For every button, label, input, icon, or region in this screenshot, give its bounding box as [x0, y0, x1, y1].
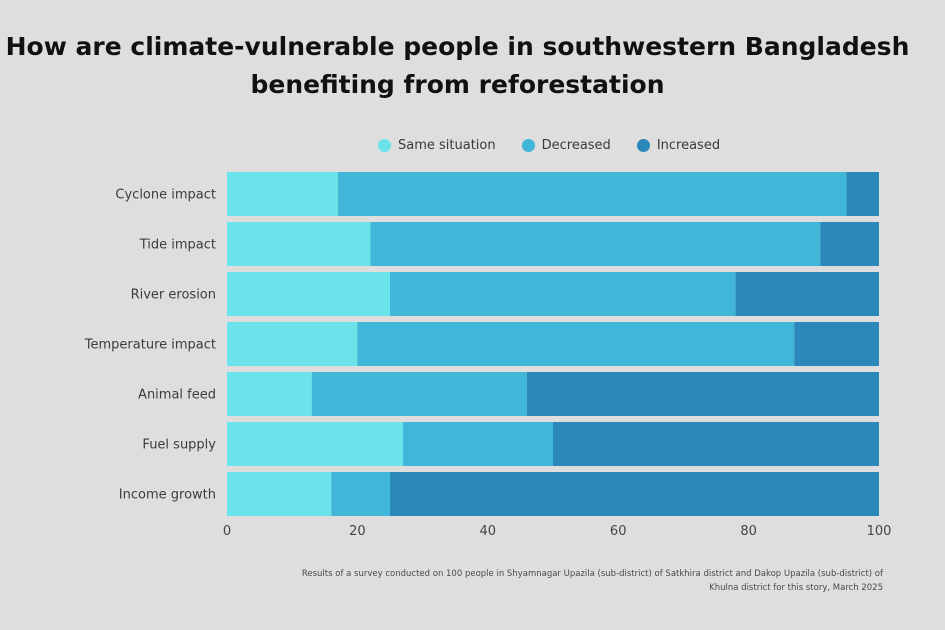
bar-group-tide-impact	[227, 222, 879, 266]
bar-cyclone-impact-increased	[846, 172, 879, 216]
bar-group-cyclone-impact	[227, 172, 879, 216]
bar-fuel-supply-decreased	[403, 422, 553, 466]
legend-item-same-situation: Same situation	[378, 138, 496, 153]
category-label-cyclone-impact: Cyclone impact	[115, 188, 216, 203]
chart-title-line-2: benefiting from reforestation	[250, 70, 665, 99]
category-label-animal-feed: Animal feed	[138, 388, 216, 403]
bar-group-temperature-impact	[227, 322, 879, 366]
x-tick-label-0: 0	[223, 524, 231, 539]
x-tick-label-100: 100	[867, 524, 892, 539]
x-tick-label-80: 80	[740, 524, 757, 539]
x-tick-label-40: 40	[480, 524, 497, 539]
bar-income-growth-increased	[390, 472, 879, 516]
bar-fuel-supply-increased	[553, 422, 879, 466]
legend-item-decreased: Decreased	[521, 138, 611, 153]
chart-title-line-1: How are climate-vulnerable people in sou…	[5, 32, 910, 61]
x-tick-label-20: 20	[349, 524, 366, 539]
legend-swatch-increased	[636, 139, 650, 152]
chart-title: How are climate-vulnerable people in sou…	[0, 28, 915, 104]
category-label-river-erosion: River erosion	[131, 288, 216, 303]
category-label-fuel-supply: Fuel supply	[142, 438, 216, 453]
category-label-temperature-impact: Temperature impact	[84, 338, 216, 353]
legend-swatch-same-situation	[378, 139, 391, 152]
category-label-income-growth: Income growth	[119, 488, 216, 503]
bar-river-erosion-increased	[735, 272, 879, 316]
bar-tide-impact-same-situation	[227, 222, 371, 266]
legend: Same situation Decreased Increased	[378, 138, 746, 153]
bar-income-growth-same-situation	[227, 472, 332, 516]
bar-cyclone-impact-decreased	[337, 172, 847, 216]
bar-animal-feed-same-situation	[227, 372, 312, 416]
bar-animal-feed-increased	[526, 372, 879, 416]
bar-river-erosion-decreased	[390, 272, 736, 316]
bar-temperature-impact-increased	[794, 322, 879, 366]
footnote: Results of a survey conducted on 100 peo…	[301, 569, 883, 593]
bar-income-growth-decreased	[331, 472, 390, 516]
x-tick-label-60: 60	[610, 524, 627, 539]
legend-label-same-situation: Same situation	[398, 138, 496, 153]
bar-fuel-supply-same-situation	[227, 422, 404, 466]
legend-label-decreased: Decreased	[541, 138, 611, 153]
legend-swatch-decreased	[521, 139, 535, 152]
legend-item-increased: Increased	[636, 138, 721, 153]
bar-group-income-growth	[227, 472, 879, 516]
category-label-tide-impact: Tide impact	[139, 238, 216, 253]
bar-cyclone-impact-same-situation	[227, 172, 338, 216]
bar-tide-impact-decreased	[370, 222, 821, 266]
bar-river-erosion-same-situation	[227, 272, 390, 316]
bar-tide-impact-increased	[820, 222, 879, 266]
bar-temperature-impact-decreased	[357, 322, 795, 366]
legend-label-increased: Increased	[656, 138, 721, 153]
bar-animal-feed-decreased	[311, 372, 527, 416]
bar-group-fuel-supply	[227, 422, 879, 466]
bar-temperature-impact-same-situation	[227, 322, 358, 366]
bar-group-animal-feed	[227, 372, 879, 416]
bar-group-river-erosion	[227, 272, 879, 316]
